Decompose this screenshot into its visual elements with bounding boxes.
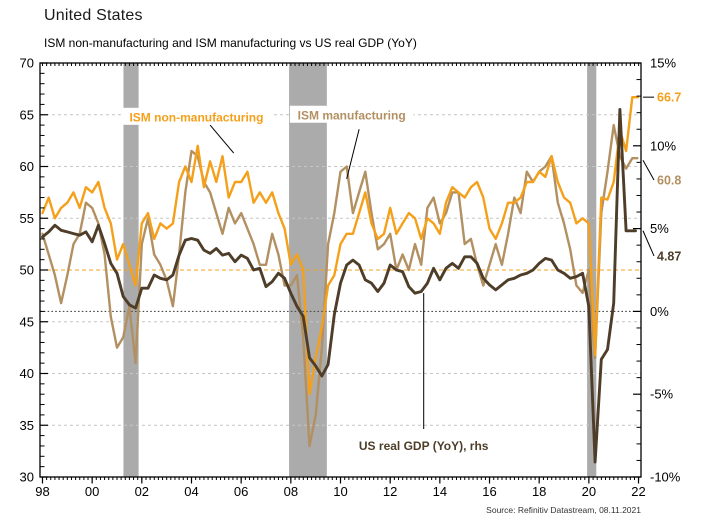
x-axis-label: 22 (631, 484, 645, 499)
series-line-us-real-gdp (41, 107, 637, 464)
right-axis-label: 10% (650, 138, 676, 153)
right-axis-label: 5% (650, 221, 669, 236)
label-us-real-gdp: US real GDP (YoY), rhs (359, 439, 489, 453)
axis-labels: 70 65 60 55 50 45 40 35 30 15% 10% 5% 0% -5% -10% 98 00 0… (20, 56, 681, 500)
right-axis-label: 0% (650, 304, 669, 319)
left-axis-label: 35 (20, 418, 34, 433)
x-axis-label: 02 (135, 484, 149, 499)
left-axis-label: 45 (20, 314, 34, 329)
label-ism-non-manufacturing: ISM non-manufacturing (129, 110, 263, 124)
x-axis-label: 06 (234, 484, 248, 499)
end-value-ism-manufacturing: 60.8 (657, 173, 681, 187)
x-axis-label: 12 (383, 484, 397, 499)
left-axis-label: 30 (20, 470, 34, 485)
label-ism-manufacturing: ISM manufacturing (298, 108, 406, 122)
label-ism-non-manufacturing-pointer (209, 124, 235, 154)
right-axis-label: -10% (650, 470, 681, 485)
end-value-ism-manufacturing-pointer (642, 160, 655, 181)
x-axis-label: 10 (333, 484, 347, 499)
end-value-us-real-gdp: 4.87 (657, 249, 681, 263)
x-axis-label: 00 (85, 484, 99, 499)
end-value-labels: 66.7 60.8 4.87 (642, 91, 681, 263)
x-axis-label: 18 (532, 484, 546, 499)
page-title: United States (44, 7, 143, 24)
right-axis-label: -5% (650, 387, 674, 402)
end-value-ism-non-manufacturing: 66.7 (657, 91, 681, 105)
label-ism-manufacturing-bg (289, 105, 414, 123)
left-axis-label: 40 (20, 366, 34, 381)
left-axis-label: 60 (20, 159, 34, 174)
x-axis-label: 14 (433, 484, 447, 499)
label-ism-manufacturing-pointer (346, 129, 360, 180)
x-axis-label: 20 (582, 484, 596, 499)
series-line-ism-non-manufacturing (41, 95, 640, 396)
left-axis-label: 50 (20, 263, 34, 278)
left-axis-label: 70 (20, 56, 34, 71)
end-value-us-real-gdp-pointer (642, 230, 655, 257)
left-axis-label: 55 (20, 211, 34, 226)
label-ism-non-manufacturing-bg (121, 107, 272, 125)
series-annotations: ISM non-manufacturing ISM manufacturing US… (121, 105, 503, 454)
x-axis-label: 16 (482, 484, 496, 499)
chart-subtitle: ISM non-manufacturing and ISM manufactur… (44, 36, 417, 50)
x-axis-label: 04 (184, 484, 198, 499)
x-axis-label: 98 (35, 484, 49, 499)
source-note: Source: Refinitiv Datastream, 08.11.2021 (486, 505, 641, 515)
right-axis-label: 15% (650, 56, 676, 71)
x-axis-label: 08 (284, 484, 298, 499)
left-axis-label: 65 (20, 107, 34, 122)
axis-ticks (40, 62, 641, 484)
label-us-real-gdp-bg (344, 436, 503, 454)
